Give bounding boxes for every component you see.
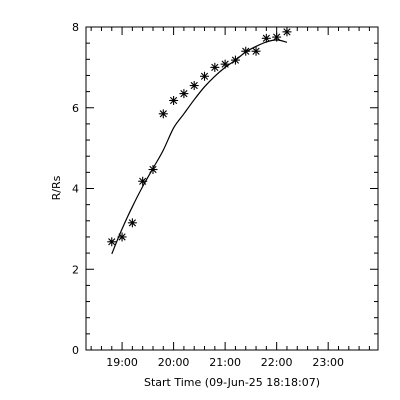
y-tick-label: 0 — [72, 344, 79, 357]
data-point — [189, 81, 199, 91]
data-points — [107, 27, 292, 247]
data-point — [220, 59, 230, 69]
data-point — [138, 176, 148, 186]
data-point — [127, 218, 137, 228]
data-point — [117, 232, 127, 242]
data-point — [210, 62, 220, 72]
data-point — [148, 165, 158, 175]
data-point — [251, 46, 261, 56]
data-point — [107, 237, 117, 247]
data-point — [158, 109, 168, 119]
y-tick-label: 8 — [72, 21, 79, 34]
data-point — [261, 33, 271, 43]
data-point — [169, 95, 179, 105]
x-tick-label: 22:00 — [261, 356, 293, 369]
y-tick-label: 6 — [72, 102, 79, 115]
data-point — [282, 27, 292, 37]
x-tick-label: 20:00 — [158, 356, 190, 369]
x-tick-label: 21:00 — [209, 356, 241, 369]
data-point — [272, 32, 282, 42]
data-point — [200, 71, 210, 81]
y-axis: 0 2 4 6 8 — [72, 21, 378, 357]
x-axis: 19:00 20:00 21:00 22:00 23:00 — [90, 27, 370, 369]
y-tick-label: 2 — [72, 263, 79, 276]
fit-curve — [111, 39, 288, 255]
x-tick-label: 23:00 — [312, 356, 344, 369]
x-axis-label: Start Time (09-Jun-25 18:18:07) — [144, 376, 320, 389]
data-point — [230, 55, 240, 65]
y-axis-label: R/Rs — [50, 175, 63, 200]
y-tick-label: 4 — [72, 183, 79, 196]
x-tick-label: 19:00 — [106, 356, 138, 369]
data-point — [179, 89, 189, 99]
data-point — [241, 46, 251, 56]
plot-frame — [85, 26, 379, 351]
